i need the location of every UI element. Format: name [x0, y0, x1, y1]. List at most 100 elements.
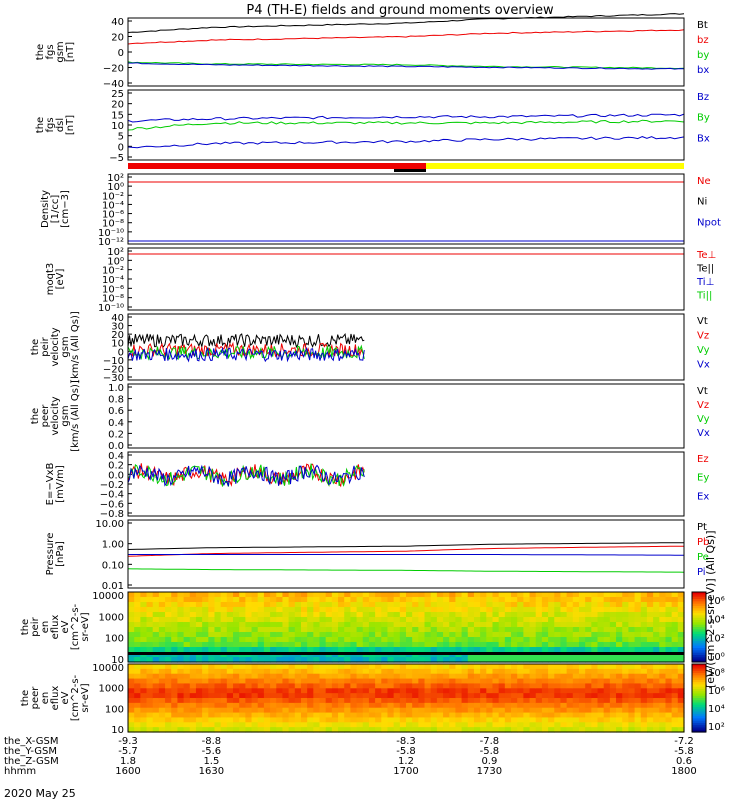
heatmap-cell [548, 637, 555, 643]
heatmap-cell [653, 707, 660, 714]
heatmap-cell [616, 617, 623, 623]
heatmap-cell [671, 617, 679, 623]
heatmap-cell [566, 707, 574, 714]
heatmap-cell [128, 722, 135, 728]
heatmap-cell [288, 693, 296, 699]
heatmap-cell [677, 637, 685, 643]
heatmap-cell [300, 647, 308, 653]
heatmap-cell [640, 673, 648, 680]
heatmap-cell [399, 647, 407, 653]
heatmap-cell [609, 717, 617, 723]
heatmap-cell [430, 688, 438, 694]
heatmap-cell [424, 664, 432, 670]
series-line [127, 464, 365, 487]
heatmap-cell [677, 717, 685, 723]
heatmap-cell [165, 592, 172, 598]
heatmap-cell [412, 693, 419, 699]
heatmap-cell [208, 688, 216, 694]
heatmap-cell [276, 642, 284, 648]
heatmap-cell [387, 702, 395, 709]
heatmap-cell [338, 642, 345, 648]
heatmap-cell [393, 602, 401, 608]
heatmap-cell [628, 673, 636, 680]
heatmap-cell [140, 664, 148, 670]
heatmap-cell [671, 622, 679, 628]
heatmap-cell [165, 688, 172, 694]
heatmap-cell [251, 707, 259, 714]
heatmap-cell [368, 617, 376, 623]
heatmap-cell [665, 717, 673, 723]
heatmap-cell [548, 678, 555, 685]
heatmap-cell [628, 717, 636, 723]
heatmap-cell [171, 647, 179, 653]
heatmap-cell [653, 664, 660, 670]
heatmap-cell [473, 637, 481, 643]
heatmap-cell [616, 647, 623, 653]
heatmap-cell [165, 632, 172, 638]
heatmap-cell [276, 627, 284, 633]
heatmap-cell [338, 602, 345, 608]
heatmap-cell [189, 717, 197, 723]
panel-frame [127, 383, 685, 449]
heatmap-cell [214, 597, 222, 603]
heatmap-cell [677, 657, 685, 663]
heatmap-cell [671, 673, 679, 680]
heatmap-cell [152, 707, 160, 714]
heatmap-cell [189, 632, 197, 638]
heatmap-cell [276, 707, 284, 714]
heatmap-cell [597, 707, 605, 714]
heatmap-cell [646, 693, 654, 699]
heatmap-cell [616, 642, 623, 648]
heatmap-cell [665, 647, 673, 653]
heatmap-cell [473, 632, 481, 638]
heatmap-cell [214, 698, 222, 704]
heatmap-cell [541, 668, 549, 675]
heatmap-cell [609, 673, 617, 680]
heatmap-cell [183, 597, 191, 603]
heatmap-cell [214, 632, 222, 638]
heatmap-cell [331, 627, 339, 633]
ytick-label: 100 [105, 634, 124, 645]
heatmap-cell [300, 673, 308, 680]
heatmap-cell [319, 707, 327, 714]
heatmap-cell [375, 722, 382, 728]
heatmap-cell [257, 702, 265, 709]
heatmap-cell [517, 612, 524, 618]
heatmap-cell [128, 632, 135, 638]
heatmap-cell [523, 688, 531, 694]
heatmap-cell [585, 688, 592, 694]
heatmap-cell [665, 702, 673, 709]
heatmap-cell [233, 712, 240, 719]
heatmap-cell [202, 717, 209, 723]
heatmap-cell [492, 602, 500, 608]
heatmap-cell [671, 707, 679, 714]
heatmap-cell [171, 702, 179, 709]
heatmap-cell [257, 647, 265, 653]
heatmap-cell [622, 632, 629, 638]
ylabel-line: eflux [50, 615, 61, 640]
heatmap-cell [504, 707, 512, 714]
heatmap-cell [504, 673, 512, 680]
heatmap-cell [239, 657, 246, 663]
heatmap-cell [288, 668, 296, 675]
legend-label: Te|| [696, 264, 714, 275]
heatmap-cell [282, 693, 290, 699]
heatmap-cell [628, 632, 636, 638]
heatmap-cell [387, 597, 395, 603]
heatmap-cell [362, 664, 370, 670]
heatmap-cell [313, 698, 321, 704]
heatmap-cell [486, 717, 494, 723]
heatmap-cell [566, 673, 574, 680]
heatmap-cell [393, 698, 401, 704]
ytick-label: 0 [118, 48, 124, 59]
heatmap-cell [449, 664, 457, 670]
heatmap-cell [523, 592, 531, 598]
heatmap-cell [616, 698, 623, 704]
heatmap-cell [220, 647, 228, 653]
heatmap-cell [189, 657, 197, 663]
heatmap-cell [622, 597, 629, 603]
heatmap-cell [486, 592, 494, 598]
heatmap-cell [566, 664, 574, 670]
heatmap-cell [585, 702, 592, 709]
heatmap-cell [338, 707, 345, 714]
